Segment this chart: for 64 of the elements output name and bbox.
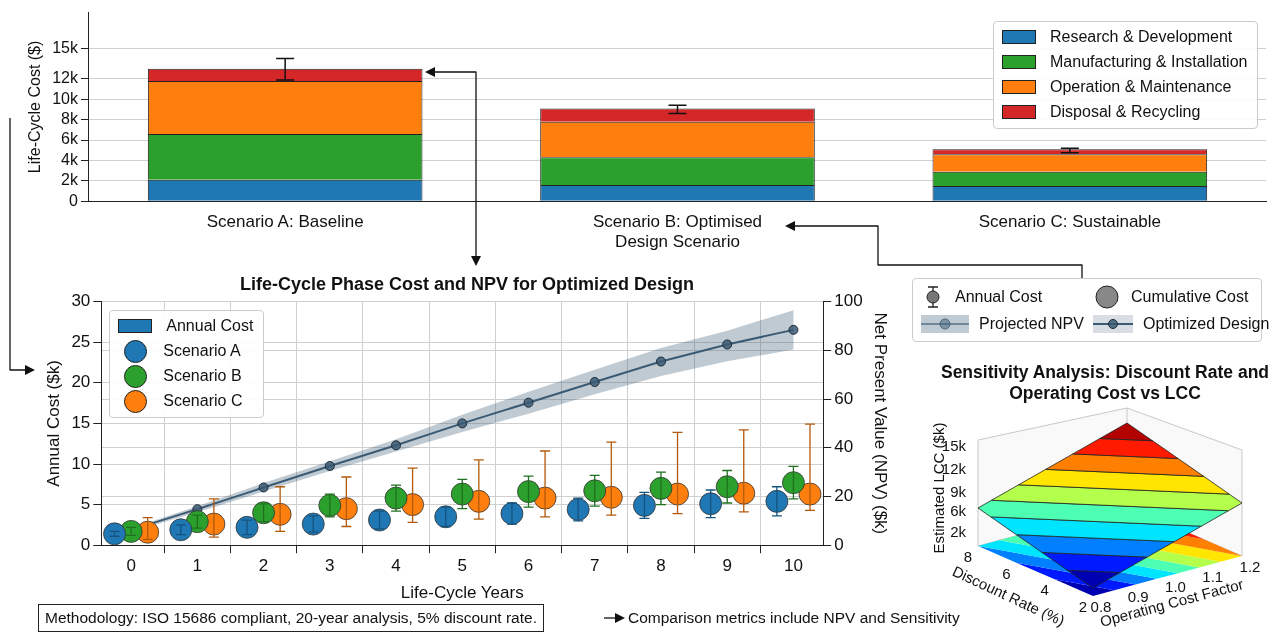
text: Annual Cost (955, 287, 1043, 306)
y-tick-label: 0 (69, 191, 79, 209)
legend-label: Scenario A (163, 342, 241, 361)
legend-label: Operation & Maintenance (1050, 78, 1232, 97)
y2-tick-label: 20 (834, 486, 854, 506)
y-tick-label: 30 (71, 291, 91, 311)
x-tick-label: Scenario C: Sustainable (978, 212, 1162, 232)
y-tick-label: 12k (52, 69, 79, 87)
text: Optimized Design (1143, 314, 1270, 333)
y2-axis-title: Net Present Value (NPV) ($k) (871, 312, 891, 535)
x-tick-label: 1 (192, 556, 203, 576)
y-tick-label: 5 (80, 494, 91, 514)
y-tick-label: 4k (61, 150, 79, 168)
text: 0.9 (1127, 587, 1149, 605)
y2-tick-label: 0 (834, 534, 844, 554)
y-tick-label: 20 (71, 372, 91, 392)
text: Sensitivity Analysis: Discount Rate and Operating Cost vs LCC (940, 362, 1270, 404)
text: Cumulative Cost (1131, 287, 1249, 306)
x-tick-label: 10 (783, 556, 803, 576)
y2-tick-label: 60 (834, 388, 854, 408)
text: 2k (950, 522, 967, 540)
y2-tick-label: 100 (834, 291, 863, 311)
x-tick-label: 9 (722, 556, 732, 576)
legend-label: Annual Cost (166, 317, 254, 336)
x-axis-title: Life-Cycle Years (400, 583, 524, 603)
x-tick-label: 6 (523, 556, 534, 576)
x-tick-label: 4 (391, 556, 401, 576)
text: Comparison metrics include NPV and Sensitivity (628, 609, 960, 627)
y-tick-label: 6k (61, 130, 79, 148)
y-tick-label: 25 (71, 331, 91, 351)
legend-label: Scenario B (163, 367, 242, 386)
text: Projected NPV (979, 314, 1084, 333)
x-tick-label: 0 (126, 556, 136, 576)
x-tick-label: 5 (457, 556, 468, 576)
text: 6k (950, 501, 967, 519)
x-tick-label: 8 (656, 556, 666, 576)
x-tick-label: 2 (258, 556, 269, 576)
text: 1.0 (1165, 577, 1186, 595)
legend-label: Scenario C (163, 392, 243, 411)
y-axis-title: Annual Cost ($k) (43, 360, 63, 487)
y-tick-label: 0 (80, 534, 91, 554)
y-tick-label: 15 (71, 413, 91, 433)
y-tick-label: 10 (71, 453, 91, 473)
y-axis-title: Life-Cycle Cost ($) (26, 40, 44, 174)
text: Methodology: ISO 15686 compliant, 20-year analysis, 5% discount rate. (38, 604, 544, 632)
x-tick-label: Scenario B: Optimised Design Scenario (592, 212, 763, 252)
y2-tick-label: 80 (834, 340, 854, 360)
text: 1.2 (1239, 557, 1261, 575)
chart-title: Life-Cycle Phase Cost and NPV for Optimized Design (239, 273, 695, 294)
x-tick-label: 3 (325, 556, 335, 576)
text: 2 (1078, 597, 1088, 615)
text: 1.1 (1202, 567, 1224, 585)
y-tick-label: 8k (61, 110, 79, 128)
x-tick-label: Scenario A: Baseline (206, 212, 364, 232)
text: 9k (950, 482, 967, 500)
legend-label: Research & Development (1050, 28, 1233, 47)
text: 4 (1040, 581, 1049, 599)
y-tick-label: 2k (61, 171, 79, 189)
x-tick-label: 7 (590, 556, 600, 576)
legend-label: Disposal & Recycling (1050, 103, 1201, 122)
y2-tick-label: 40 (834, 437, 854, 457)
legend-label: Manufacturing & Installation (1050, 53, 1248, 72)
y-tick-label: 10k (52, 89, 79, 107)
y-tick-label: 15k (52, 38, 79, 56)
